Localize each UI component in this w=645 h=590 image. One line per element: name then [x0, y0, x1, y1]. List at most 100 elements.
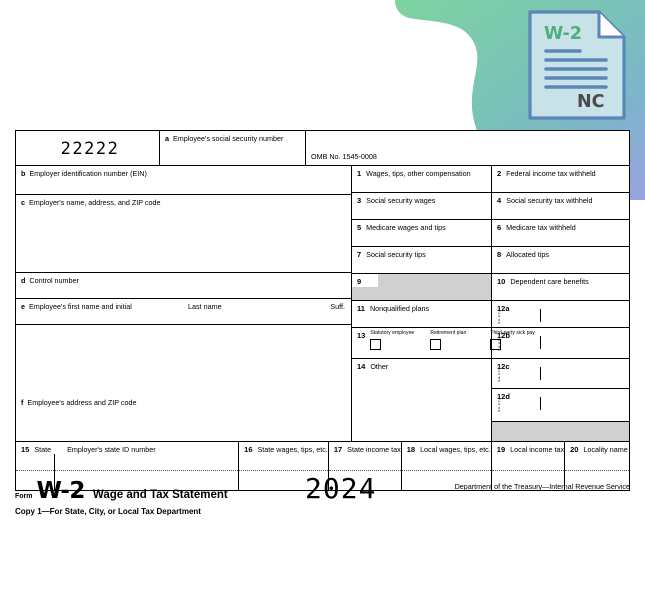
- box-10-dependent-care[interactable]: 10 Dependent care benefits: [491, 274, 629, 300]
- box-e-last-name-label: Last name: [188, 302, 222, 311]
- form-row-1-2: 1 Wages, tips, other compensation 2 Federa…: [352, 166, 629, 193]
- box-18-dotted-divider: [401, 470, 491, 471]
- box-d-control[interactable]: d Control number: [16, 273, 351, 299]
- box-1-wages[interactable]: 1 Wages, tips, other compensation: [352, 166, 491, 192]
- box-a-letter: a: [165, 134, 169, 143]
- box-10-label: Dependent care benefits: [510, 277, 589, 286]
- box-5-number: 5: [357, 223, 362, 232]
- box-13-retirement-plan[interactable]: Retirement plan: [430, 330, 490, 350]
- box-15-body[interactable]: [16, 454, 239, 490]
- box-3-ss-wages[interactable]: 3 Social security wages: [352, 193, 491, 219]
- box-13-third-party-sick-pay[interactable]: Third-party sick pay: [490, 330, 550, 350]
- box-12-shaded-strip: [492, 422, 629, 441]
- box-d-label: Control number: [29, 276, 79, 285]
- box-8-label: Allocated tips: [506, 250, 549, 259]
- box-12c-divider: [540, 367, 541, 380]
- box-20-body[interactable]: [565, 454, 629, 490]
- box-a-ssn[interactable]: a Employee's social security number: [159, 131, 305, 165]
- w2-document-icon: W-2 NC: [527, 9, 627, 121]
- box-7-ss-tips[interactable]: 7 Social security tips: [352, 247, 491, 273]
- box-11-label: Nonqualified plans: [369, 304, 430, 313]
- box-4-label: Social security tax withheld: [506, 196, 593, 205]
- box-20-locality-name[interactable]: 20 Locality name: [564, 442, 629, 490]
- box-f-letter: f: [21, 398, 24, 407]
- box-8-allocated-tips[interactable]: 8 Allocated tips: [491, 247, 629, 273]
- box-2-number: 2: [497, 169, 502, 178]
- box-b-ein[interactable]: b Employer identification number (EIN): [16, 166, 351, 195]
- box-17-label: State income tax: [347, 445, 401, 454]
- box-19-body[interactable]: [491, 454, 565, 490]
- form-state-local-row: 15 State Employer's state ID number 16 Stat…: [16, 441, 629, 490]
- box-13-retirement-plan-label: Retirement plan: [430, 330, 467, 336]
- box-13-third-party-sick-pay-checkbox[interactable]: [490, 338, 502, 350]
- box-5-medicare-wages[interactable]: 5 Medicare wages and tips: [352, 220, 491, 246]
- box-12d-divider: [540, 397, 541, 410]
- box-16-head: 16 State wages, tips, etc.: [239, 442, 328, 454]
- void-code-value: 22222: [60, 138, 120, 159]
- box-3-number: 3: [357, 196, 362, 205]
- box-d-letter: d: [21, 276, 26, 285]
- box-15-dotted-divider: [16, 470, 239, 471]
- box-13-retirement-plan-checkbox[interactable]: [430, 338, 442, 350]
- box-18-local-wages[interactable]: 18 Local wages, tips, etc.: [400, 442, 491, 490]
- box-18-body[interactable]: [401, 454, 491, 490]
- box-2-fed-tax[interactable]: 2 Federal income tax withheld: [491, 166, 629, 192]
- box-12a-label: 12a: [497, 304, 510, 313]
- box-6-medicare-tax[interactable]: 6 Medicare tax withheld: [491, 220, 629, 246]
- box-17-state-income-tax[interactable]: 17 State income tax: [327, 442, 401, 490]
- box-b-label: Employer identification number (EIN): [29, 169, 147, 178]
- box-17-body[interactable]: [328, 454, 401, 490]
- box-10-number: 10: [497, 277, 506, 286]
- box-4-ss-tax[interactable]: 4 Social security tax withheld: [491, 193, 629, 219]
- form-row-ssn: 22222 a Employee's social security number…: [16, 131, 629, 165]
- box-16-body[interactable]: [239, 454, 328, 490]
- form-row-9-10: 9 10 Dependent care benefits: [352, 274, 629, 301]
- omb-number-cell: OMB No. 1545-0008: [305, 131, 629, 165]
- box-14-label: Other: [370, 362, 389, 371]
- box-8-number: 8: [497, 250, 502, 259]
- box-20-number: 20: [570, 445, 579, 454]
- box-13-statutory-employee-label: Statutory employee: [370, 330, 415, 336]
- void-code-cell[interactable]: 22222: [16, 131, 159, 165]
- box-16-state-wages[interactable]: 16 State wages, tips, etc.: [238, 442, 328, 490]
- doc-icon-title: W-2: [544, 24, 582, 44]
- box-20-dotted-divider: [565, 470, 629, 471]
- box-1-label: Wages, tips, other compensation: [366, 169, 471, 178]
- box-1-number: 1: [357, 169, 362, 178]
- box-3-label: Social security wages: [366, 196, 436, 205]
- box-19-local-income-tax[interactable]: 19 Local income tax: [490, 442, 565, 490]
- box-13-checkboxes: 13 Statutory employee Retirement plan: [352, 328, 535, 358]
- box-17-head: 17 State income tax: [329, 442, 401, 454]
- box-19-number: 19: [496, 445, 506, 454]
- box-14-other[interactable]: 14 Other: [352, 359, 491, 441]
- box-11-nonqualified[interactable]: 11 Nonqualified plans: [352, 301, 491, 327]
- box-15-state[interactable]: 15 State Employer's state ID number: [16, 442, 239, 490]
- box-c-letter: c: [21, 198, 25, 207]
- box-13-third-party-sick-pay-label: Third-party sick pay: [490, 330, 535, 336]
- box-16-label: State wages, tips, etc.: [257, 445, 328, 454]
- box-13-statutory-employee[interactable]: Statutory employee: [370, 330, 430, 350]
- box-13-statutory-employee-checkbox[interactable]: [370, 338, 382, 350]
- box-15-label: State: [34, 445, 52, 454]
- omb-number-label: OMB No. 1545-0008: [311, 152, 377, 161]
- box-6-number: 6: [497, 223, 502, 232]
- box-9-white-patch: [352, 274, 378, 287]
- box-c-employer[interactable]: c Employer's name, address, and ZIP code: [16, 195, 351, 273]
- box-18-label: Local wages, tips, etc.: [420, 445, 491, 454]
- footer-department: Department of the Treasury—Internal Reve…: [454, 482, 630, 491]
- box-e-employee-name[interactable]: e Employee's first name and initial Last …: [16, 299, 351, 325]
- box-6-label: Medicare tax withheld: [506, 223, 576, 232]
- box-f-employee-address[interactable]: f Employee's address and ZIP code: [16, 325, 351, 410]
- box-20-label: Locality name: [583, 445, 628, 454]
- box-4-number: 4: [497, 196, 502, 205]
- box-7-number: 7: [357, 250, 362, 259]
